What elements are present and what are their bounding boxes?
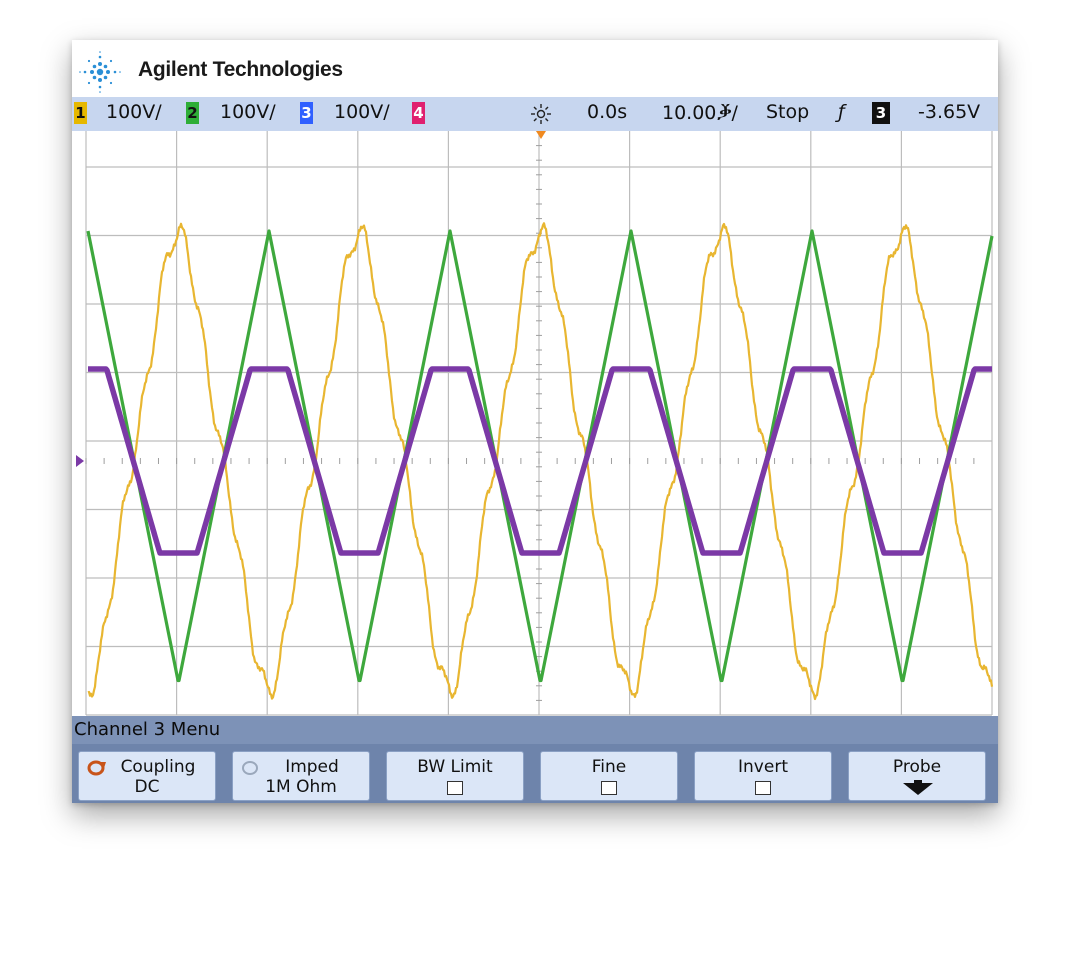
channel-1-scale: 100V/ [106, 101, 162, 123]
probe-label: Probe [892, 757, 942, 777]
bw-limit-checkbox[interactable] [447, 781, 463, 795]
impedance-label: Imped [285, 757, 339, 777]
invert-button[interactable]: Invert [694, 751, 832, 801]
coupling-label: Coupling [120, 757, 196, 777]
graticule-ticks [85, 131, 975, 701]
trigger-position-marker [536, 131, 546, 139]
entry-knob-icon [87, 760, 106, 776]
graticule [85, 131, 993, 716]
softkey-bar: Coupling DC Imped 1M Ohm BW Limit Fine I… [72, 744, 998, 803]
invert-checkbox[interactable] [755, 781, 771, 795]
channel-4-indicator[interactable]: 4 [412, 102, 425, 124]
impedance-button[interactable]: Imped 1M Ohm [232, 751, 370, 801]
channel-1-trace [87, 222, 994, 701]
channel-2-indicator[interactable]: 2 [186, 102, 199, 124]
bw-limit-button[interactable]: BW Limit [386, 751, 524, 801]
channel-3-scale: 100V/ [334, 101, 390, 123]
fine-button[interactable]: Fine [540, 751, 678, 801]
status-bar: 1 100V/ 2 100V/ 3 100V/ 4 0.0s 10.00ⷃ/ S… [72, 97, 998, 131]
softkey-menu-title: Channel 3 Menu [72, 716, 998, 744]
channel-3-trace [86, 366, 994, 556]
trigger-edge-icon: ƒ [838, 101, 845, 123]
agilent-spark-icon [79, 51, 121, 93]
fine-checkbox[interactable] [601, 781, 617, 795]
invert-label: Invert [738, 757, 788, 777]
channel-2-trace [86, 229, 994, 683]
impedance-value: 1M Ohm [265, 777, 337, 797]
channel-3-ground-marker [76, 455, 84, 467]
bw-limit-label: BW Limit [417, 757, 493, 777]
acquisition-sun-icon [531, 104, 551, 124]
trigger-channel-indicator: 3 [872, 102, 890, 124]
channel-2-scale: 100V/ [220, 101, 276, 123]
submenu-arrow-icon [903, 780, 933, 795]
time-reference: 0.0s [587, 101, 628, 123]
time-base: 10.00ⷃ/ [662, 102, 738, 124]
brand-name: Agilent Technologies [138, 58, 343, 81]
channel-3-indicator[interactable]: 3 [300, 102, 313, 124]
fine-label: Fine [591, 757, 627, 777]
coupling-value: DC [134, 777, 160, 797]
menu-title-text: Channel 3 Menu [74, 719, 221, 740]
waveform-display [76, 131, 998, 756]
channel-1-indicator[interactable]: 1 [74, 102, 87, 124]
trigger-level: -3.65V [918, 101, 981, 123]
oscilloscope-screenshot: Agilent Technologies 1 100V/ 2 100V/ 3 1… [72, 40, 998, 803]
coupling-button[interactable]: Coupling DC [78, 751, 216, 801]
run-state: Stop [766, 101, 810, 123]
entry-knob-icon [242, 761, 258, 775]
probe-button[interactable]: Probe [848, 751, 986, 801]
brand-bar: Agilent Technologies [72, 40, 998, 97]
